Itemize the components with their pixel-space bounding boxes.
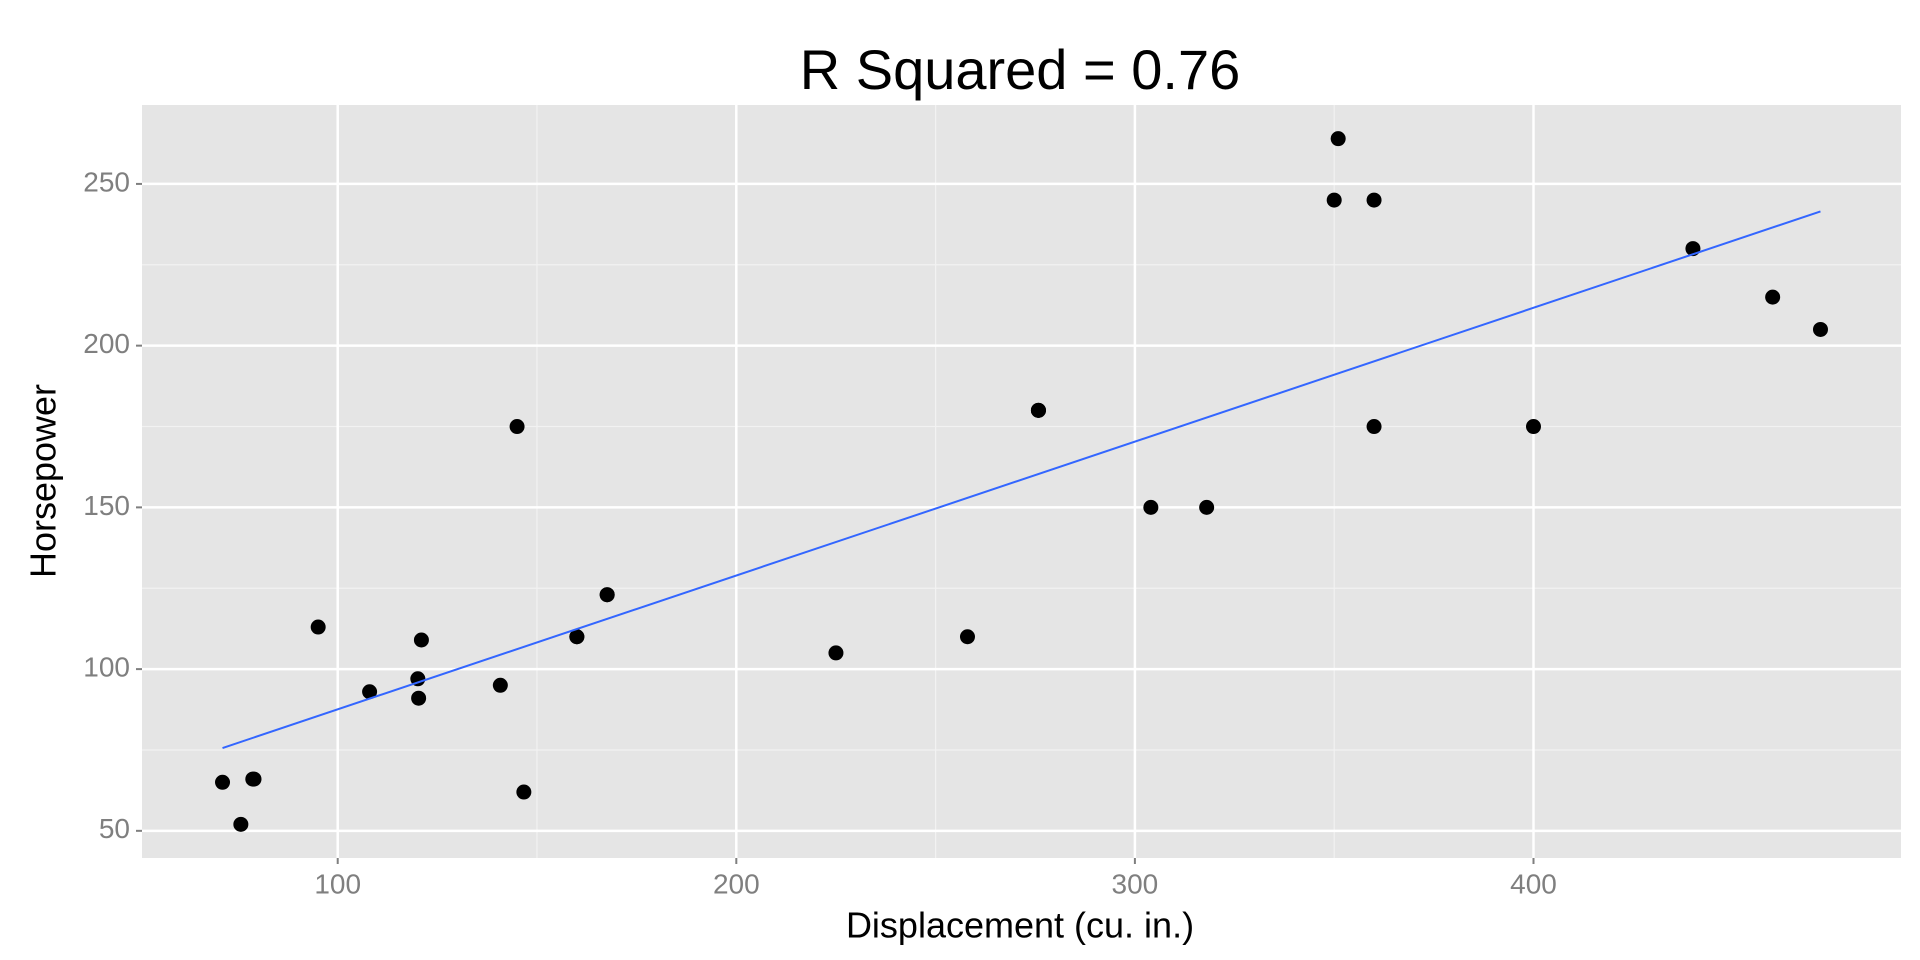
point bbox=[1143, 499, 1159, 515]
point bbox=[1366, 192, 1382, 208]
point bbox=[310, 619, 326, 635]
plot-background bbox=[142, 105, 1901, 858]
x-tick-label: 100 bbox=[314, 868, 361, 899]
point bbox=[411, 690, 427, 706]
y-tick-label: 100 bbox=[83, 651, 130, 682]
point bbox=[215, 774, 231, 790]
point bbox=[599, 587, 615, 603]
point bbox=[492, 677, 508, 693]
y-tick-label: 150 bbox=[83, 490, 130, 521]
x-tick-label: 200 bbox=[713, 868, 760, 899]
trend-line bbox=[222, 210, 1821, 749]
point bbox=[413, 632, 429, 648]
y-tick-label: 50 bbox=[99, 813, 130, 844]
x-axis-label: Displacement (cu. in.) bbox=[846, 905, 1194, 946]
point bbox=[1525, 419, 1541, 435]
point bbox=[410, 671, 426, 687]
point bbox=[1765, 289, 1781, 305]
point bbox=[569, 629, 585, 645]
point bbox=[1326, 192, 1342, 208]
y-tick-label: 200 bbox=[83, 328, 130, 359]
y-axis-label: Horsepower bbox=[23, 384, 64, 578]
x-tick-label: 300 bbox=[1112, 868, 1159, 899]
point bbox=[362, 684, 378, 700]
point bbox=[233, 816, 249, 832]
x-tick-label: 400 bbox=[1510, 868, 1557, 899]
point bbox=[1366, 419, 1382, 435]
point bbox=[828, 645, 844, 661]
point bbox=[1330, 131, 1346, 147]
point bbox=[959, 629, 975, 645]
point bbox=[1030, 402, 1046, 418]
y-tick-label: 250 bbox=[83, 166, 130, 197]
point bbox=[1812, 321, 1828, 337]
point bbox=[246, 771, 262, 787]
point bbox=[509, 419, 525, 435]
chart-title: R Squared = 0.76 bbox=[800, 38, 1241, 101]
point bbox=[516, 784, 532, 800]
point bbox=[1199, 499, 1215, 515]
